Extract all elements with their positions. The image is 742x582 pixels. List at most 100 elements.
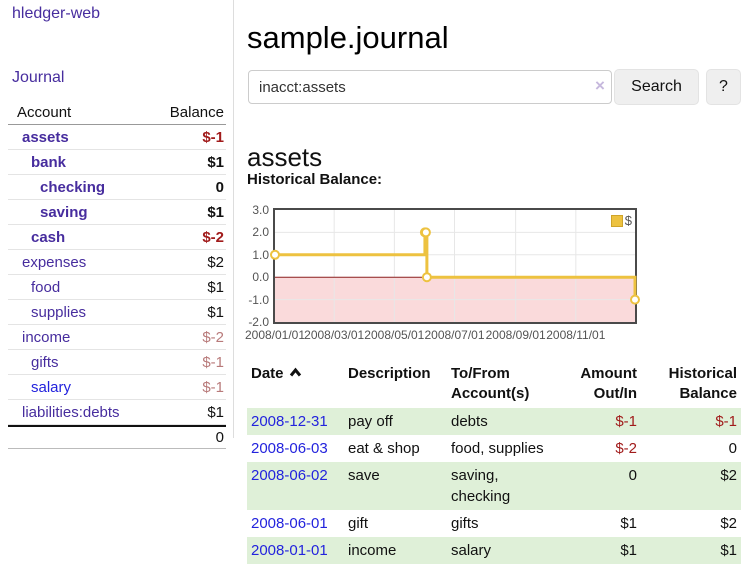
register-table: Date Description To/From Account(s) Amou…: [247, 362, 741, 564]
account-row-checking: checking 0: [8, 175, 226, 200]
transaction-balance: $2: [641, 462, 741, 510]
col-header-balance: Historical Balance: [668, 365, 737, 402]
transaction-accounts: food, supplies: [451, 440, 544, 457]
col-header-date[interactable]: Date: [247, 362, 344, 408]
account-balance: $1: [207, 153, 224, 171]
transaction-description: eat & shop: [348, 440, 420, 457]
y-axis-tick-label: 0.0: [252, 270, 269, 285]
sidebar-divider: [233, 0, 234, 438]
transaction-date-link[interactable]: 2008-01-01: [251, 542, 328, 559]
transaction-date-link[interactable]: 2008-06-03: [251, 440, 328, 457]
y-axis-tick-label: 3.0: [252, 203, 269, 217]
account-link-checking[interactable]: checking: [40, 178, 106, 196]
transaction-amount: $-2: [615, 440, 637, 457]
account-row-expenses: expenses $2: [8, 250, 226, 275]
y-axis-tick-label: 1.0: [252, 247, 269, 262]
account-balance: $-2: [202, 328, 224, 346]
account-link-bank[interactable]: bank: [31, 153, 67, 171]
account-balance: 0: [215, 178, 224, 196]
current-account-heading: assets: [247, 141, 323, 172]
register-row: 2008-01-01 income salary $1 $1: [247, 537, 741, 564]
account-balance: $-1: [202, 378, 224, 396]
account-link-salary[interactable]: salary: [31, 378, 72, 396]
account-row-food: food $1: [8, 275, 226, 300]
accounts-total-row: 0: [8, 425, 226, 449]
transaction-amount: 0: [551, 462, 641, 510]
account-balance: $1: [207, 278, 224, 296]
transaction-accounts: gifts: [451, 515, 479, 532]
account-row-saving: saving $1: [8, 200, 226, 225]
y-axis-tick-label: -1.0: [248, 292, 269, 307]
transaction-balance: $1: [641, 537, 741, 564]
historical-balance-label: Historical Balance:: [247, 171, 383, 188]
transaction-accounts: debts: [447, 408, 551, 435]
account-link-liabilities-debts[interactable]: liabilities:debts: [22, 403, 120, 421]
register-row: 2008-06-03 eat & shop food, supplies $-2…: [247, 435, 741, 462]
account-link-gifts[interactable]: gifts: [31, 353, 59, 371]
transaction-description: gift: [348, 515, 369, 532]
account-row-assets: assets $-1: [8, 125, 226, 150]
transaction-date-link[interactable]: 2008-06-02: [251, 467, 328, 484]
transaction-balance: 0: [728, 440, 737, 457]
x-axis-tick-label: 2008/01/01: [244, 328, 306, 342]
legend-swatch-icon: [610, 214, 623, 227]
transaction-accounts: salary: [447, 537, 551, 564]
account-row-liabilities-debts: liabilities:debts $1: [8, 400, 226, 425]
transaction-description: pay off: [344, 408, 447, 435]
account-row-bank: bank $1: [8, 150, 226, 175]
account-balance: $1: [207, 303, 224, 321]
sort-asc-icon: [289, 365, 302, 382]
transaction-description: save: [344, 462, 447, 510]
x-axis-tick-label: 2008/07/01: [424, 328, 485, 342]
account-link-food[interactable]: food: [31, 278, 61, 296]
sidebar-item-journal[interactable]: Journal: [12, 69, 65, 86]
accounts-total-value: 0: [215, 429, 224, 446]
account-balance: $1: [207, 403, 224, 421]
account-link-expenses[interactable]: expenses: [22, 253, 87, 271]
col-header-amount: Amount Out/In: [580, 365, 637, 402]
transaction-amount: $1: [551, 537, 641, 564]
x-axis-tick-label: 2008/09/01: [485, 328, 546, 342]
register-row: 2008-06-01 gift gifts $1 $2: [247, 510, 741, 537]
col-header-description: Description: [348, 365, 431, 382]
transaction-balance: $2: [720, 515, 737, 532]
help-button[interactable]: ?: [706, 69, 741, 105]
col-header-accounts: To/From Account(s): [451, 365, 530, 402]
transaction-description: income: [344, 537, 447, 564]
accounts-header-row: Account Balance: [8, 100, 226, 125]
account-link-cash[interactable]: cash: [31, 228, 66, 246]
search-input[interactable]: [248, 70, 612, 104]
app-brand-link[interactable]: hledger-web: [12, 5, 101, 22]
register-header-row: Date Description To/From Account(s) Amou…: [247, 362, 741, 408]
transaction-accounts: saving, checking: [447, 462, 551, 510]
account-link-saving[interactable]: saving: [40, 203, 88, 221]
accounts-header-balance: Balance: [169, 103, 224, 121]
clear-search-icon[interactable]: ×: [595, 76, 605, 95]
transaction-amount: $-1: [551, 408, 641, 435]
x-axis-tick-label: 2008/05/01: [364, 328, 425, 342]
chart-legend: $: [610, 213, 632, 228]
accounts-header-account: Account: [17, 103, 72, 121]
account-link-supplies[interactable]: supplies: [31, 303, 87, 321]
account-row-income: income $-2: [8, 325, 226, 350]
y-axis-tick-label: 2.0: [252, 225, 269, 240]
accounts-tree: Account Balance assets $-1 bank $1 check…: [8, 100, 226, 449]
transaction-date-link[interactable]: 2008-12-31: [251, 413, 328, 430]
account-row-salary: salary $-1: [8, 375, 226, 400]
search-button[interactable]: Search: [614, 69, 699, 105]
account-balance: $-1: [202, 128, 224, 146]
account-balance: $-1: [202, 353, 224, 371]
account-row-gifts: gifts $-1: [8, 350, 226, 375]
transaction-amount: $1: [620, 515, 637, 532]
legend-series-label: $: [624, 213, 632, 228]
account-row-supplies: supplies $1: [8, 300, 226, 325]
account-link-assets[interactable]: assets: [22, 128, 69, 146]
account-row-cash: cash $-2: [8, 225, 226, 250]
chart-plot-area: $: [270, 208, 640, 324]
account-link-income[interactable]: income: [22, 328, 71, 346]
register-row: 2008-06-02 save saving, checking 0 $2: [247, 462, 741, 510]
register-row: 2008-12-31 pay off debts $-1 $-1: [247, 408, 741, 435]
account-balance: $-2: [202, 228, 224, 246]
transaction-date-link[interactable]: 2008-06-01: [251, 515, 328, 532]
account-balance: $1: [207, 203, 224, 221]
